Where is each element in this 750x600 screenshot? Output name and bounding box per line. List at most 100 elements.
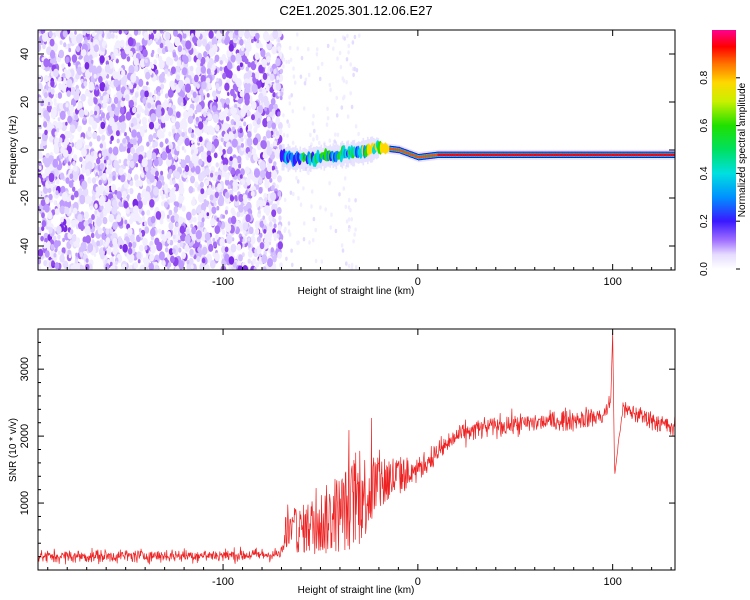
noise-blob bbox=[287, 59, 291, 64]
noise-blob bbox=[96, 135, 101, 142]
noise-blob bbox=[328, 138, 332, 143]
noise-blob bbox=[222, 34, 226, 41]
noise-blob bbox=[78, 102, 82, 109]
track-core bbox=[605, 153, 607, 156]
track-core bbox=[519, 153, 521, 156]
noise-blob bbox=[338, 192, 341, 197]
noise-blob bbox=[133, 57, 139, 66]
noise-blob bbox=[231, 126, 235, 132]
noise-blob bbox=[358, 33, 361, 38]
noise-blob bbox=[155, 170, 159, 177]
noise-blob bbox=[239, 127, 243, 134]
noise-blob bbox=[148, 121, 155, 130]
noise-blob bbox=[132, 106, 137, 114]
noise-blob bbox=[47, 123, 54, 132]
noise-blob bbox=[350, 217, 354, 222]
track-core bbox=[460, 153, 463, 156]
track-core bbox=[568, 153, 571, 156]
noise-blob bbox=[55, 190, 59, 196]
noise-blob bbox=[277, 111, 281, 117]
track-core bbox=[428, 154, 430, 158]
noise-blob bbox=[272, 30, 279, 40]
track-core bbox=[609, 153, 611, 156]
noise-blob bbox=[236, 65, 241, 72]
noise-blob bbox=[128, 252, 135, 263]
noise-blob bbox=[129, 187, 134, 195]
noise-blob bbox=[265, 169, 272, 180]
noise-blob bbox=[146, 170, 152, 180]
noise-blob bbox=[138, 78, 144, 87]
noise-blob bbox=[190, 175, 195, 184]
noise-blob bbox=[153, 89, 157, 95]
noise-blob bbox=[238, 193, 244, 203]
track-core bbox=[551, 153, 554, 156]
noise-blob bbox=[265, 205, 268, 210]
noise-blob bbox=[281, 87, 284, 93]
track-core bbox=[496, 153, 498, 156]
noise-blob bbox=[38, 177, 42, 185]
noise-blob bbox=[242, 103, 249, 114]
noise-blob bbox=[187, 115, 194, 124]
noise-blob bbox=[109, 140, 113, 145]
noise-blob bbox=[259, 242, 265, 250]
track-core bbox=[626, 153, 628, 156]
noise-blob bbox=[159, 30, 164, 34]
noise-blob bbox=[150, 216, 156, 224]
noise-blob bbox=[229, 195, 235, 202]
noise-blob bbox=[125, 94, 130, 102]
track-core bbox=[631, 153, 633, 156]
track-core bbox=[532, 153, 534, 156]
noise-blob bbox=[333, 38, 337, 43]
noise-blob bbox=[58, 137, 63, 144]
noise-blob bbox=[64, 137, 70, 146]
noise-blob bbox=[237, 102, 241, 109]
noise-blob bbox=[277, 224, 282, 231]
track-core bbox=[659, 153, 662, 156]
noise-blob bbox=[97, 227, 103, 235]
noise-blob bbox=[228, 165, 232, 172]
noise-blob bbox=[75, 88, 80, 95]
noise-blob bbox=[118, 116, 123, 123]
noise-blob bbox=[108, 240, 114, 248]
noise-blob bbox=[170, 66, 176, 75]
noise-blob bbox=[120, 174, 126, 183]
noise-blob bbox=[101, 112, 105, 119]
track-core bbox=[395, 148, 398, 151]
noise-blob bbox=[344, 204, 348, 209]
noise-blob bbox=[129, 83, 134, 90]
noise-blob bbox=[181, 131, 185, 138]
noise-blob bbox=[324, 207, 328, 212]
noise-blob bbox=[65, 103, 69, 108]
noise-blob bbox=[225, 71, 230, 78]
noise-blob bbox=[67, 115, 73, 124]
noise-blob bbox=[163, 183, 169, 191]
noise-blob bbox=[153, 158, 159, 167]
noise-blob bbox=[66, 90, 71, 97]
track-core bbox=[489, 153, 491, 156]
noise-blob bbox=[120, 76, 127, 86]
noise-blob bbox=[76, 66, 83, 76]
noise-blob bbox=[139, 244, 144, 252]
noise-blob bbox=[239, 38, 244, 46]
noise-blob bbox=[104, 86, 108, 92]
noise-blob bbox=[67, 161, 71, 166]
noise-blob bbox=[183, 110, 189, 120]
noise-blob bbox=[135, 163, 139, 168]
noise-blob bbox=[353, 34, 357, 40]
track-core bbox=[503, 153, 506, 156]
noise-blob bbox=[213, 201, 217, 207]
noise-blob bbox=[354, 227, 357, 232]
noise-blob bbox=[145, 58, 148, 64]
noise-blob bbox=[53, 68, 59, 78]
noise-blob bbox=[64, 130, 70, 139]
noise-blob bbox=[176, 59, 182, 67]
noise-blob bbox=[245, 86, 251, 94]
track-core bbox=[566, 153, 568, 156]
spectrogram-x-tick-label: 0 bbox=[415, 276, 421, 288]
spectrogram-panel: -100 0 100 -40 -20 0 20 40 Height of str… bbox=[8, 29, 676, 297]
noise-blob bbox=[238, 86, 242, 93]
noise-blob bbox=[319, 205, 322, 210]
noise-blob bbox=[198, 158, 203, 166]
noise-blob bbox=[205, 43, 211, 52]
noise-blob bbox=[118, 167, 124, 176]
